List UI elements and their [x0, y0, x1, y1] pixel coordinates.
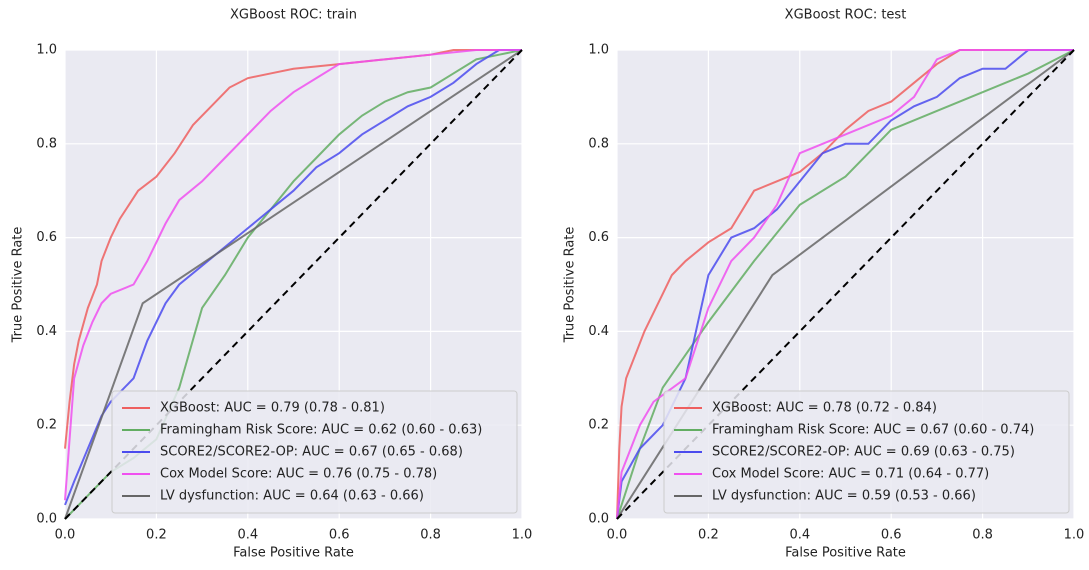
x-tick-label: 1.0 — [1064, 528, 1085, 543]
y-tick-label: 0.6 — [588, 230, 609, 245]
roc-curve — [64, 49, 522, 506]
y-tick-label: 0.8 — [36, 136, 57, 151]
y-tick-label: 0.0 — [36, 512, 57, 527]
y-tick-label: 1.0 — [36, 43, 57, 58]
chart-title: XGBoost ROC: train — [230, 8, 357, 23]
x-tick-label: 0.0 — [55, 528, 76, 543]
legend-label: SCORE2/SCORE2-OP: AUC = 0.69 (0.63 - 0.7… — [712, 445, 1015, 460]
y-axis-label: True Positive Rate — [563, 227, 578, 344]
x-axis-label: False Positive Rate — [233, 546, 354, 561]
x-tick-label: 0.0 — [607, 528, 628, 543]
x-tick-label: 0.4 — [237, 528, 258, 543]
y-tick-label: 0.2 — [588, 418, 609, 433]
legend-label: Framingham Risk Score: AUC = 0.62 (0.60 … — [160, 423, 482, 438]
legend — [663, 390, 1070, 514]
x-tick-label: 0.8 — [420, 528, 441, 543]
y-tick-label: 0.8 — [588, 136, 609, 151]
legend-label: LV dysfunction: AUC = 0.64 (0.63 - 0.66) — [160, 489, 424, 504]
legend-label: Cox Model Score: AUC = 0.76 (0.75 - 0.78… — [160, 467, 437, 482]
y-axis-label: True Positive Rate — [11, 227, 26, 344]
x-tick-label: 0.2 — [698, 528, 719, 543]
x-tick-label: 0.6 — [329, 528, 350, 543]
roc-curve — [616, 49, 1075, 520]
roc-curve — [616, 49, 1074, 520]
roc-curve — [64, 49, 523, 520]
x-tick-label: 0.6 — [881, 528, 902, 543]
y-tick-label: 0.4 — [588, 324, 609, 339]
y-tick-label: 0.6 — [36, 230, 57, 245]
legend-label: Cox Model Score: AUC = 0.71 (0.64 - 0.77… — [712, 467, 989, 482]
y-tick-label: 1.0 — [588, 43, 609, 58]
x-tick-label: 1.0 — [512, 528, 533, 543]
roc-curve — [64, 49, 522, 501]
chart-title: XGBoost ROC: test — [785, 8, 907, 23]
x-tick-label: 0.8 — [972, 528, 993, 543]
legend-label: XGBoost: AUC = 0.78 (0.72 - 0.84) — [712, 401, 937, 416]
x-tick-label: 0.4 — [789, 528, 810, 543]
legend — [111, 390, 518, 514]
legend-label: XGBoost: AUC = 0.79 (0.78 - 0.81) — [160, 401, 385, 416]
y-tick-label: 0.4 — [36, 324, 57, 339]
x-axis-label: False Positive Rate — [785, 546, 906, 561]
legend-label: Framingham Risk Score: AUC = 0.67 (0.60 … — [712, 423, 1034, 438]
roc-curve — [616, 49, 1074, 520]
y-tick-label: 0.0 — [588, 512, 609, 527]
legend-label: LV dysfunction: AUC = 0.59 (0.53 - 0.66) — [712, 489, 976, 504]
y-tick-label: 0.2 — [36, 418, 57, 433]
x-tick-label: 0.2 — [146, 528, 167, 543]
legend-label: SCORE2/SCORE2-OP: AUC = 0.67 (0.65 - 0.6… — [160, 445, 463, 460]
